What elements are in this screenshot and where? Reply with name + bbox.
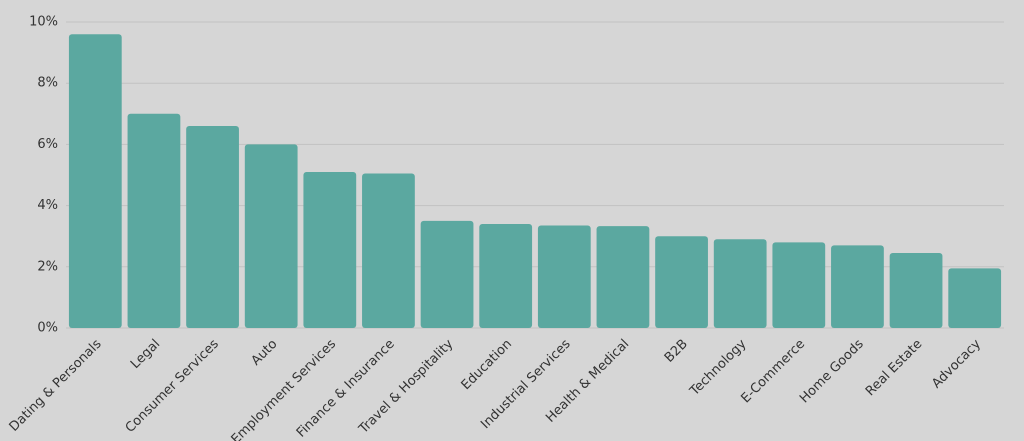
bar bbox=[537, 225, 591, 328]
bar bbox=[889, 253, 943, 328]
bar bbox=[244, 144, 298, 328]
bar bbox=[713, 239, 767, 328]
x-tick-label: B2B bbox=[662, 337, 691, 366]
y-tick-label: 6% bbox=[37, 137, 58, 152]
x-tick-label: Advocacy bbox=[929, 336, 984, 391]
y-tick-label: 8% bbox=[37, 76, 58, 91]
bar bbox=[362, 173, 415, 328]
x-tick-label: Employment Services bbox=[229, 337, 340, 441]
x-tick-label: Legal bbox=[128, 337, 163, 372]
bar bbox=[655, 236, 708, 328]
bar bbox=[420, 220, 474, 328]
x-tick-label: Travel & Hospitality bbox=[356, 336, 457, 437]
x-tick-label: Dating & Personals bbox=[7, 337, 105, 435]
x-tick-label: Auto bbox=[249, 337, 281, 369]
y-tick-label: 4% bbox=[37, 198, 58, 213]
x-tick-label: Technology bbox=[687, 336, 750, 399]
x-tick-label: Real Estate bbox=[863, 337, 925, 399]
bar bbox=[596, 226, 650, 328]
bar bbox=[127, 113, 181, 328]
bar bbox=[948, 268, 1002, 328]
x-tick-label: Education bbox=[459, 337, 515, 393]
x-tick-label: Finance & Insurance bbox=[294, 337, 398, 441]
y-tick-label: 10% bbox=[29, 15, 58, 30]
y-tick-label: 2% bbox=[37, 259, 58, 274]
bar bbox=[68, 34, 122, 329]
y-tick-label: 0% bbox=[37, 321, 58, 336]
bar bbox=[303, 171, 357, 328]
bar bbox=[186, 126, 239, 328]
bar bbox=[772, 242, 826, 328]
bar bbox=[479, 223, 533, 328]
bar bbox=[831, 245, 884, 328]
